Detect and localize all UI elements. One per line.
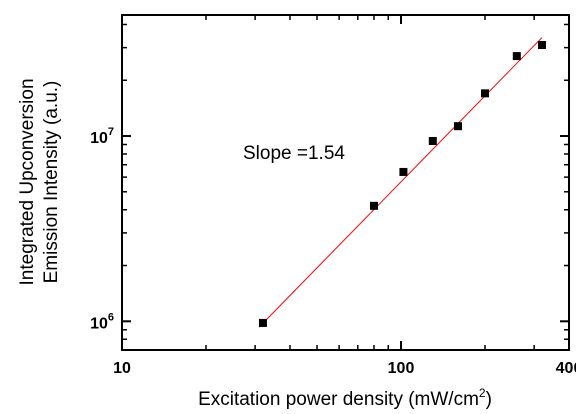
data-point [399,167,408,176]
data-point [537,40,546,49]
y-axis-title-line2: Emission Intensity (a.u.) [41,81,62,284]
data-point [453,122,462,131]
data-point [258,318,267,327]
x-tick-label: 100 [388,360,415,377]
y-tick-label-exponent: 6 [108,311,114,323]
data-point [512,52,521,61]
data-point [369,201,378,210]
data-point [481,89,490,98]
x-axis-title-superscript: 2 [479,386,486,400]
y-tick-label: 107 [90,126,114,147]
y-tick-label-base: 10 [90,130,108,147]
x-axis-title-tail: ) [486,389,492,410]
data-points [258,40,546,327]
fit-line [258,37,543,328]
plot-frame [121,14,570,351]
data-point [428,137,437,146]
slope-annotation: Slope =1.54 [243,143,345,164]
x-tick-labels: 10 100 400 [113,360,576,377]
y-tick-label: 106 [90,311,114,332]
major-ticks [121,15,570,350]
x-axis-title: Excitation power density (mW/cm2) [198,386,492,410]
x-tick-label: 10 [113,360,131,377]
x-axis-title-text: Excitation power density (mW/cm [198,389,479,410]
minor-ticks [122,15,569,350]
y-tick-label-base: 10 [90,315,108,332]
y-tick-label-exponent: 7 [108,126,114,138]
y-axis-title-line1: Integrated Upconversion [17,78,38,285]
x-tick-label: 400 [556,360,576,377]
